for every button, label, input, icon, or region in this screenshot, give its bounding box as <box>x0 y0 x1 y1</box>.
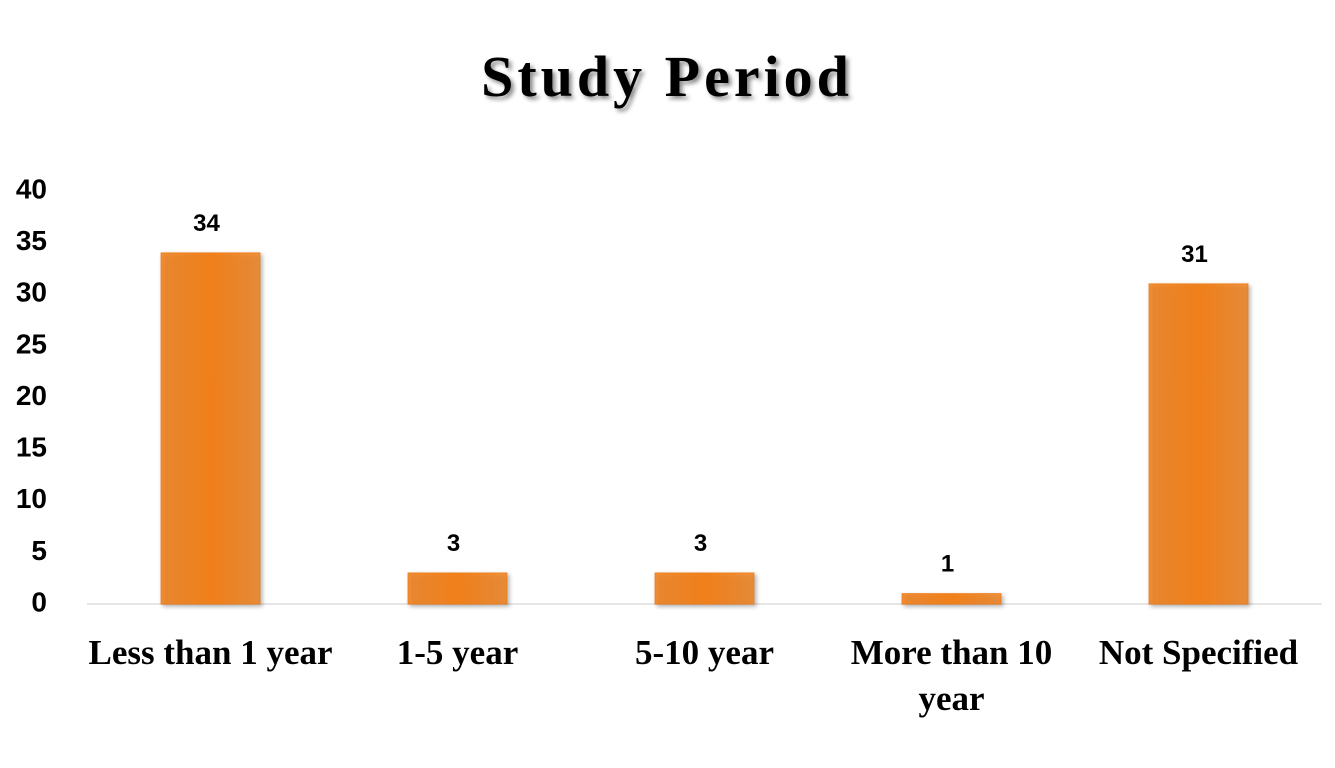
y-tick-label: 30 <box>16 277 47 308</box>
y-tick-label: 35 <box>16 225 47 256</box>
chart-title: Study Period <box>481 44 853 109</box>
y-tick-label: 5 <box>31 535 47 566</box>
y-tick-label: 20 <box>16 380 47 411</box>
y-tick-label: 0 <box>31 586 47 617</box>
bar <box>407 572 508 605</box>
value-label: 1 <box>941 551 954 578</box>
x-tick-label: Less than 1 year <box>88 633 333 672</box>
x-tick-label: More than 10 year <box>850 633 1053 718</box>
x-tick-label: 1-5 year <box>396 633 519 672</box>
bar <box>654 572 755 605</box>
value-label: 34 <box>193 210 220 237</box>
x-tick-label: Not Specified <box>1098 633 1299 672</box>
y-tick-label: 40 <box>16 173 47 204</box>
x-tick-label: 5-10 year <box>635 633 774 672</box>
y-tick-label: 15 <box>16 432 47 463</box>
value-label: 31 <box>1181 241 1208 268</box>
bar <box>160 252 261 605</box>
bar <box>1148 283 1249 605</box>
y-tick-label: 25 <box>16 328 47 359</box>
bar <box>901 593 1002 605</box>
y-tick-label: 10 <box>16 483 47 514</box>
value-label: 3 <box>694 530 707 557</box>
value-label: 3 <box>447 530 460 557</box>
